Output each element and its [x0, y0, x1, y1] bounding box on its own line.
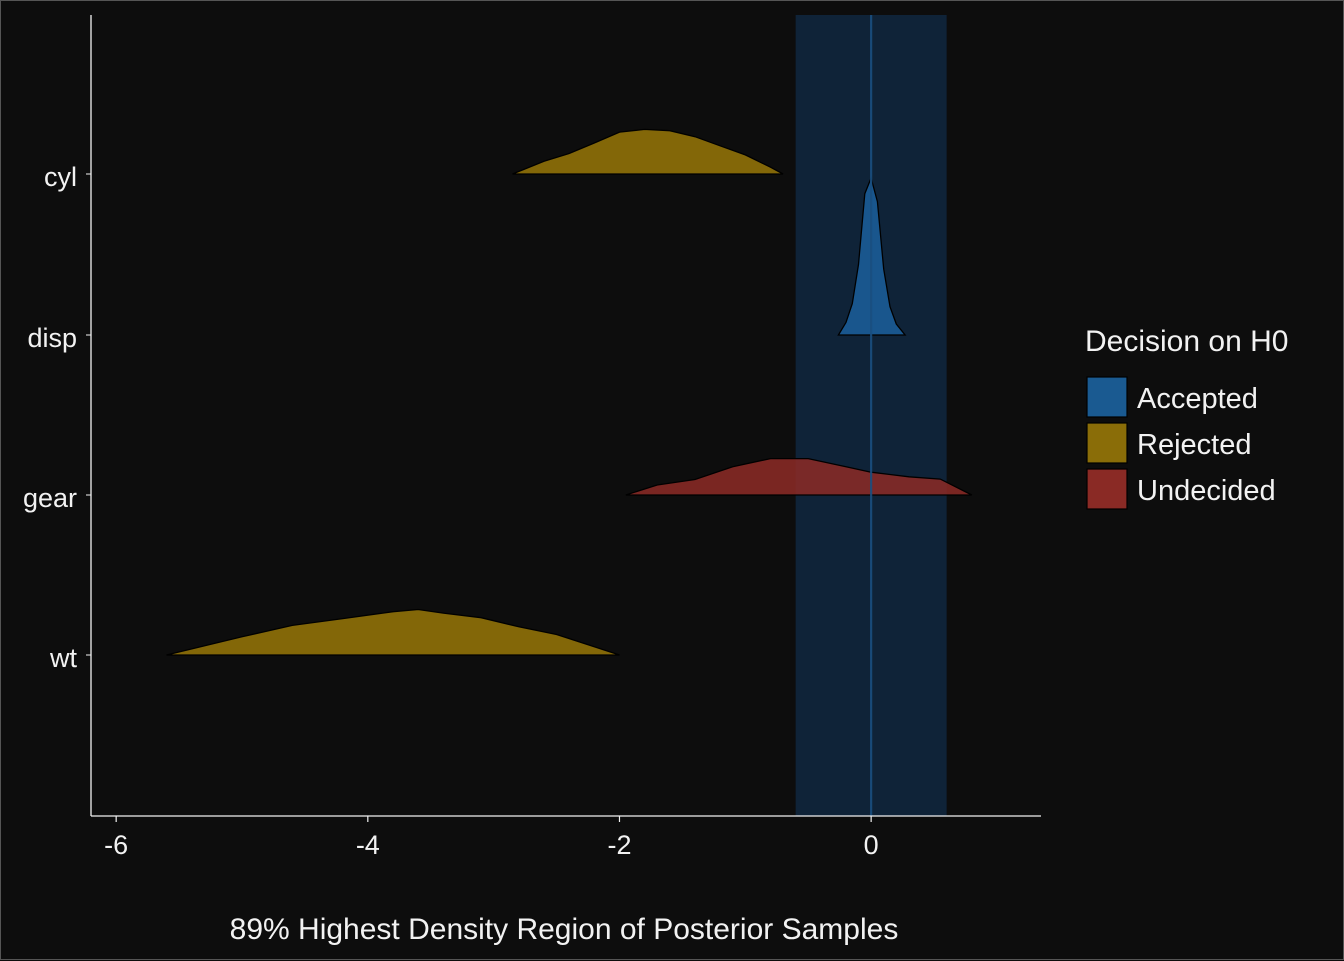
legend-swatch-undecided: [1086, 468, 1128, 510]
legend: Decision on H0 Accepted Rejected Undecided: [1085, 325, 1288, 510]
y-tick-label-wt: wt: [49, 643, 77, 673]
x-axis-title: 89% Highest Density Region of Posterior …: [230, 913, 899, 946]
ridge-gear: [625, 457, 973, 496]
ridge-cyl: [512, 128, 784, 175]
x-tick-label: 0: [864, 830, 879, 860]
y-tick-label-gear: gear: [23, 483, 77, 513]
y-tick-label-disp: disp: [27, 323, 77, 353]
legend-title: Decision on H0: [1085, 325, 1288, 358]
y-tick-label-cyl: cyl: [44, 162, 77, 192]
x-tick-label: -4: [356, 830, 380, 860]
legend-label-accepted: Accepted: [1137, 383, 1258, 415]
ridge-wt: [166, 608, 620, 656]
legend-label-rejected: Rejected: [1137, 429, 1251, 461]
legend-swatch-rejected: [1086, 422, 1128, 464]
legend-label-undecided: Undecided: [1137, 475, 1276, 507]
x-tick-label: -2: [607, 830, 631, 860]
x-tick-label: -6: [104, 830, 128, 860]
legend-swatch-accepted: [1086, 376, 1128, 418]
